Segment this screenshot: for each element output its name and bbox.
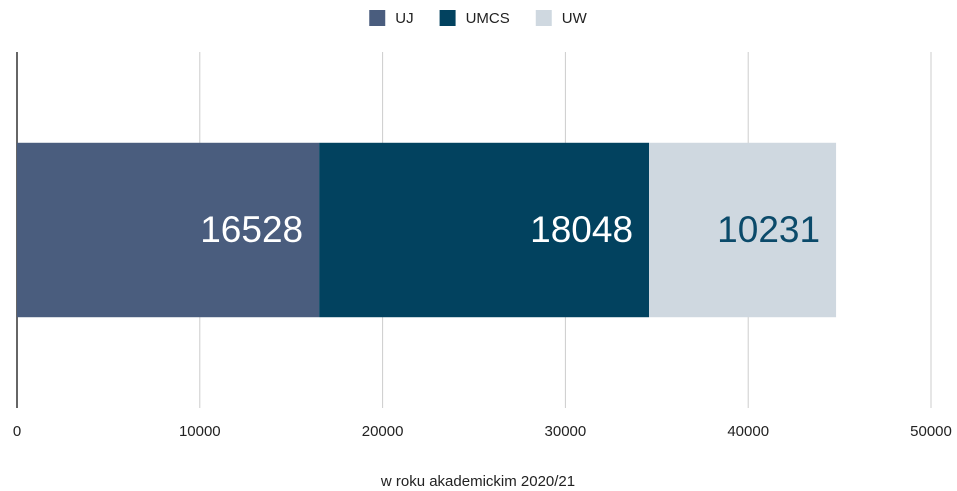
legend-swatch xyxy=(439,10,456,26)
x-tick-label: 10000 xyxy=(179,423,221,440)
legend-label: UW xyxy=(562,10,588,27)
bar-segment xyxy=(319,142,650,318)
x-axis-title: w roku akademickim 2020/21 xyxy=(380,473,575,490)
x-tick-label: 20000 xyxy=(362,423,404,440)
x-tick-label: 50000 xyxy=(910,423,952,440)
legend-swatch xyxy=(369,10,386,26)
x-tick-label: 30000 xyxy=(545,423,587,440)
bar-segment xyxy=(17,142,320,318)
legend-swatch xyxy=(535,10,552,26)
data-label: 16528 xyxy=(200,209,303,250)
bar-segment xyxy=(649,142,837,318)
x-tick-label: 40000 xyxy=(727,423,769,440)
legend-label: UMCS xyxy=(466,10,510,27)
x-tick-label: 0 xyxy=(13,423,21,440)
data-label: 10231 xyxy=(717,209,820,250)
data-label: 18048 xyxy=(530,209,633,250)
legend-label: UJ xyxy=(395,10,413,27)
